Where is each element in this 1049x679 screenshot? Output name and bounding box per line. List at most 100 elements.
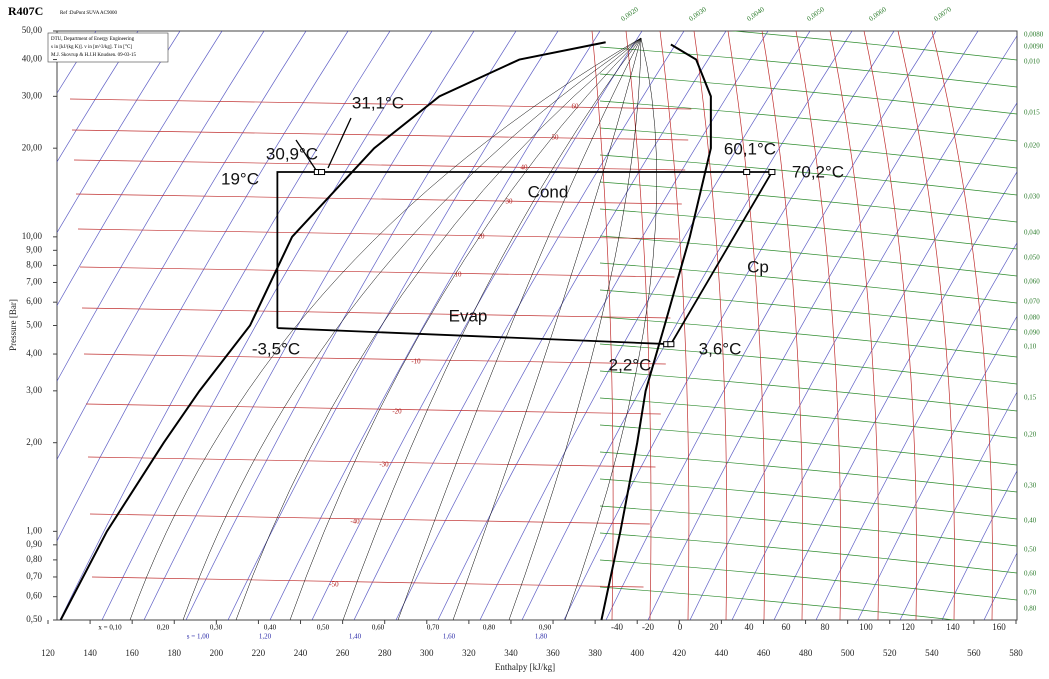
- volume-label: 0,50: [1024, 546, 1037, 554]
- superheat-isotherm: [931, 31, 993, 620]
- x-tick-label: 440: [715, 648, 729, 658]
- x-tick-label: 300: [420, 648, 434, 658]
- quality-curve: [289, 37, 642, 620]
- temperature-label: 80: [821, 622, 831, 632]
- chart-title: R407C: [8, 4, 43, 18]
- volume-label: 0,0070: [932, 5, 953, 23]
- isotherm-label: -50: [329, 581, 339, 589]
- temperature-label: 140: [946, 622, 960, 632]
- series-line: [600, 43, 712, 621]
- isotherm-label: 40: [521, 164, 529, 172]
- quality-label: 0,30: [210, 624, 223, 632]
- x-tick-label: 380: [588, 648, 602, 658]
- superheat-isotherm: [761, 31, 804, 620]
- quality-label: 0,50: [317, 624, 330, 632]
- annotation: 3,6°C: [699, 339, 742, 358]
- isotherm: [81, 307, 671, 319]
- volume-label: 0,015: [1024, 109, 1040, 117]
- superheat-isotherm: [829, 31, 879, 620]
- isotherm: [85, 403, 661, 415]
- volume-label: 0,080: [1024, 314, 1040, 322]
- volume-curve: [599, 73, 1017, 115]
- background-curves: [57, 31, 1017, 620]
- volume-curve: [599, 181, 1017, 223]
- x-tick-label: 280: [378, 648, 392, 658]
- volume-label: 0,0020: [619, 5, 640, 23]
- x-tick-label: 240: [294, 648, 308, 658]
- volume-label: 0,010: [1024, 58, 1040, 66]
- annotation: 19°C: [221, 169, 259, 188]
- isotherm-label: -40: [350, 518, 360, 526]
- y-tick-label: 0,90: [26, 539, 42, 549]
- superheat-isotherm: [625, 31, 652, 620]
- entropy-curve: [773, 171, 1017, 620]
- temperature-label: 0: [678, 622, 683, 632]
- temperature-label: 40: [745, 622, 755, 632]
- x-tick-label: 200: [210, 648, 224, 658]
- x-tick-label: 580: [1009, 648, 1023, 658]
- entropy-curve: [899, 391, 1017, 620]
- annotation: 2,2°C: [609, 355, 652, 374]
- volume-curve: [599, 208, 1017, 250]
- isotherm-label: -10: [411, 358, 421, 366]
- quality-curve: [452, 37, 642, 620]
- x-tick-label: 460: [757, 648, 771, 658]
- volume-label: 0,0030: [687, 5, 708, 23]
- volume-curve: [599, 235, 1017, 277]
- volume-label: 0,090: [1024, 329, 1040, 337]
- volume-label: 0,15: [1024, 394, 1037, 402]
- y-tick-label: 6,00: [26, 296, 42, 306]
- isotherm: [89, 513, 650, 525]
- quality-curve: [235, 37, 642, 620]
- point-marker: [667, 341, 675, 348]
- y-tick-label: 30,00: [22, 90, 43, 100]
- volume-curve: [599, 478, 1017, 520]
- entropy-curve: [731, 102, 1017, 620]
- quality-label: 0,90: [539, 624, 552, 632]
- entropy-label: 1,40: [349, 633, 362, 641]
- volume-label: 0,60: [1024, 570, 1037, 578]
- y-tick-label: 0,50: [26, 614, 42, 624]
- y-tick-label: 0,60: [26, 591, 42, 601]
- annotation: 70,2°C: [792, 162, 844, 181]
- volume-label: 0,40: [1024, 517, 1037, 525]
- entropy-curve: [521, 31, 853, 620]
- entropy-curve: [563, 31, 895, 620]
- volume-label: 0,10: [1024, 343, 1037, 351]
- entropy-curve: [185, 31, 517, 620]
- volume-label: 0,040: [1024, 229, 1040, 237]
- volume-curve: [729, 31, 1017, 61]
- y-tick-label: 40,00: [22, 54, 43, 64]
- isotherm: [91, 576, 644, 588]
- x-tick-label: 480: [799, 648, 813, 658]
- entropy-curve: [605, 31, 937, 620]
- superheat-isotherm: [897, 31, 955, 620]
- volume-label: 0,060: [1024, 278, 1040, 286]
- volume-curve: [599, 289, 1017, 331]
- superheat-isotherm: [693, 31, 728, 620]
- y-tick-label: 5,00: [26, 320, 42, 330]
- x-tick-label: 400: [630, 648, 644, 658]
- arrow: [327, 117, 352, 169]
- volume-label: 0,050: [1024, 254, 1040, 262]
- temperature-label: -40: [611, 622, 623, 632]
- volume-curve: [599, 316, 1017, 358]
- volume-label: 0,0090: [1024, 43, 1044, 51]
- volume-curve: [599, 154, 1017, 196]
- entropy-label: 1,20: [259, 633, 272, 641]
- annotation: -3,5°C: [252, 339, 300, 358]
- quality-label: 0,40: [264, 624, 277, 632]
- superheat-isotherm: [727, 31, 766, 620]
- isotherm: [69, 98, 692, 110]
- annotation: Evap: [449, 306, 488, 325]
- series-line: [59, 41, 606, 621]
- y-axis-label: Pressure [Bar]: [8, 299, 18, 351]
- y-tick-label: 50,00: [22, 25, 43, 35]
- annotation: 60,1°C: [724, 139, 776, 158]
- x-tick-label: 160: [125, 648, 139, 658]
- temperature-label: 100: [859, 622, 873, 632]
- note: DTU, Department of Energy Engineering: [51, 37, 135, 42]
- quality-curve: [182, 37, 642, 620]
- volume-label: 0,0050: [805, 5, 826, 23]
